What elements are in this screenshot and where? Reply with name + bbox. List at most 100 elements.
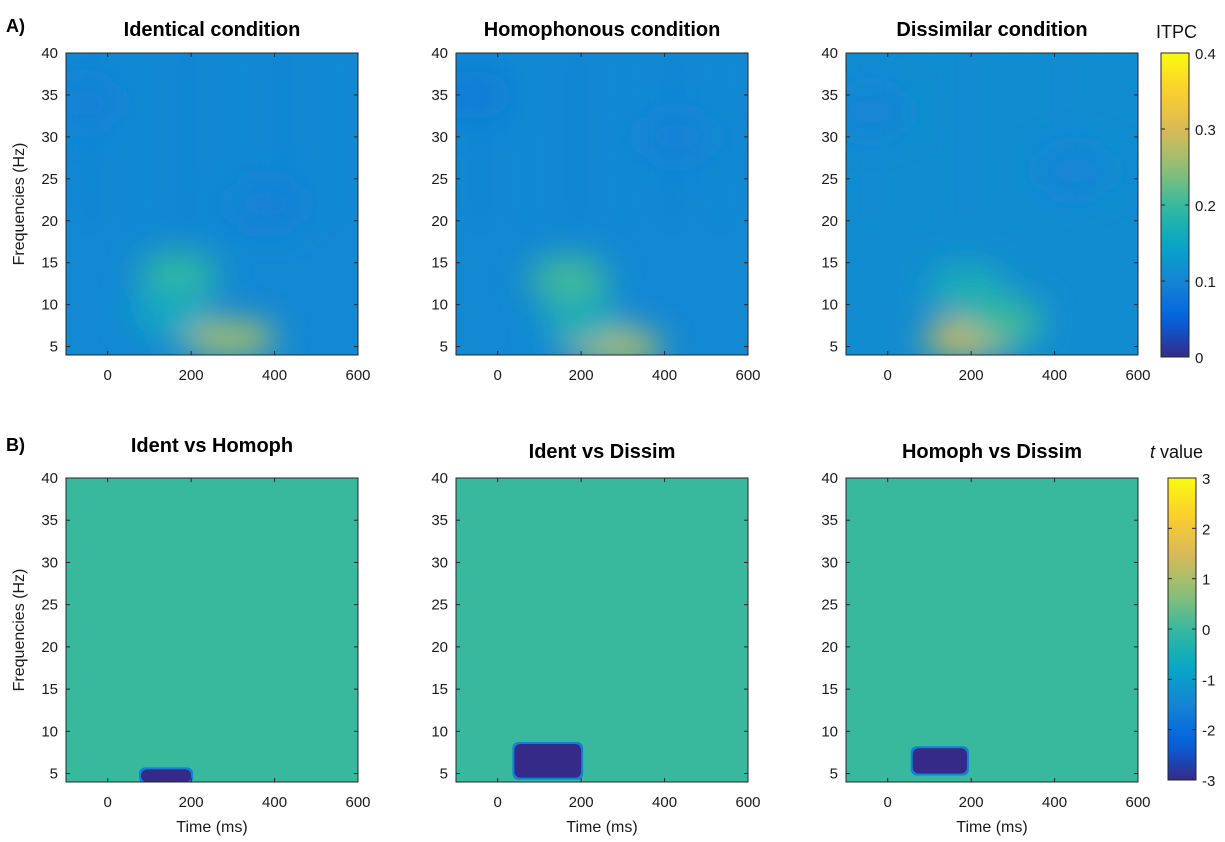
- colorbar-t-tick-label: 3: [1202, 471, 1210, 488]
- heatmap-blob: [541, 297, 622, 346]
- colorbar-itpc-tick-label: 0.3: [1195, 122, 1216, 139]
- panel-title: Homophonous condition: [484, 19, 721, 41]
- y-tick-label: 5: [50, 339, 58, 356]
- colorbar-itpc-gradient: [1160, 52, 1190, 358]
- x-tick-label: 200: [179, 367, 204, 384]
- plot-frame: [845, 477, 1139, 783]
- heatmap-field: [66, 478, 358, 782]
- y-tick-label: 25: [431, 171, 448, 188]
- y-tick-label: 15: [821, 681, 838, 698]
- y-tick-label: 30: [821, 129, 838, 146]
- heatmap-blob: [1035, 146, 1116, 195]
- y-tick-label: 30: [41, 129, 58, 146]
- x-tick-label: 0: [494, 367, 502, 384]
- y-tick-label: 15: [431, 681, 448, 698]
- heatmap-blob: [846, 87, 912, 136]
- y-tick-label: 20: [821, 213, 838, 230]
- x-tick-label: 400: [262, 367, 287, 384]
- y-tick-label: 25: [431, 597, 448, 614]
- colorbar-t-tick-label: 0: [1202, 622, 1210, 639]
- y-axis-label: Frequencies (Hz): [11, 569, 28, 692]
- y-tick-label: 5: [50, 766, 58, 783]
- y-tick-label: 40: [431, 470, 448, 487]
- colorbar-t-gradient: [1167, 477, 1197, 781]
- plot-frame: [455, 52, 749, 356]
- heatmap-blob: [926, 263, 1007, 312]
- y-tick-label: 25: [41, 597, 58, 614]
- y-tick-label: 25: [821, 597, 838, 614]
- y-tick-label: 15: [821, 255, 838, 272]
- heatmap-blob: [130, 289, 211, 338]
- x-tick-label: 200: [959, 367, 984, 384]
- y-tick-label: 40: [41, 45, 58, 62]
- y-tick-label: 20: [431, 213, 448, 230]
- plot-frame: [455, 477, 749, 783]
- plot-frame: [65, 52, 359, 356]
- heatmap-field: [456, 478, 748, 782]
- x-tick-label: 600: [345, 794, 370, 811]
- x-tick-label: 400: [1042, 367, 1067, 384]
- colorbar-itpc-tick-label: 0.2: [1195, 198, 1216, 215]
- y-tick-label: 35: [41, 512, 58, 529]
- y-tick-label: 10: [431, 297, 448, 314]
- heatmap-field: [846, 478, 1138, 782]
- x-tick-label: 200: [569, 367, 594, 384]
- colorbar-itpc-tick-label: 0.4: [1195, 46, 1216, 63]
- panel-label-b: B): [6, 435, 25, 455]
- y-tick-label: 5: [830, 766, 838, 783]
- x-tick-label: 200: [179, 794, 204, 811]
- x-tick-label: 600: [345, 367, 370, 384]
- colorbar-itpc: ITPC 0 0.1 0.2 0.3 0.4: [1156, 22, 1216, 367]
- y-tick-label: 30: [821, 554, 838, 571]
- heatmap-field: [66, 53, 358, 355]
- y-tick-label: 30: [431, 554, 448, 571]
- x-tick-label: 400: [652, 367, 677, 384]
- x-tick-label: 600: [735, 794, 760, 811]
- panel-title: Identical condition: [124, 19, 301, 41]
- x-tick-label: 400: [262, 794, 287, 811]
- colorbar-t-value: t value -3 -2 -1 0 1 2 3: [1150, 442, 1215, 790]
- x-tick-label: 400: [652, 794, 677, 811]
- x-tick-label: 200: [569, 794, 594, 811]
- heatmap-background: [456, 478, 748, 782]
- y-tick-label: 30: [41, 554, 58, 571]
- y-tick-label: 10: [431, 723, 448, 740]
- x-tick-label: 600: [1125, 367, 1150, 384]
- x-tick-label: 0: [884, 794, 892, 811]
- significant-cluster: [512, 742, 584, 780]
- y-tick-label: 10: [41, 723, 58, 740]
- x-tick-label: 600: [1125, 794, 1150, 811]
- y-tick-label: 15: [41, 255, 58, 272]
- x-axis-label: Time (ms): [566, 819, 637, 836]
- plot-frame: [845, 52, 1139, 356]
- colorbar-t-label-rest: value: [1155, 442, 1203, 462]
- heatmap-background: [66, 478, 358, 782]
- colorbar-t-tick-label: 2: [1202, 521, 1210, 538]
- plot-frame: [65, 477, 359, 783]
- colorbar-itpc-label: ITPC: [1156, 22, 1197, 42]
- x-tick-label: 200: [959, 794, 984, 811]
- colorbar-t-tick-label: -2: [1202, 723, 1215, 740]
- heatmap-field: [846, 53, 1138, 355]
- x-axis-label: Time (ms): [176, 819, 247, 836]
- y-tick-label: 10: [41, 297, 58, 314]
- heatmap-field: [456, 53, 748, 355]
- y-tick-label: 5: [440, 339, 448, 356]
- colorbar-t-tick-label: -1: [1202, 672, 1215, 689]
- y-tick-label: 15: [41, 681, 58, 698]
- y-tick-label: 5: [440, 766, 448, 783]
- colorbar-itpc-tick-label: 0.1: [1195, 274, 1216, 291]
- significant-cluster: [139, 767, 194, 782]
- y-tick-label: 25: [821, 171, 838, 188]
- colorbar-t-tick-label: -3: [1202, 773, 1215, 790]
- panel-title: Ident vs Dissim: [529, 441, 676, 463]
- x-tick-label: 400: [1042, 794, 1067, 811]
- y-tick-label: 20: [41, 213, 58, 230]
